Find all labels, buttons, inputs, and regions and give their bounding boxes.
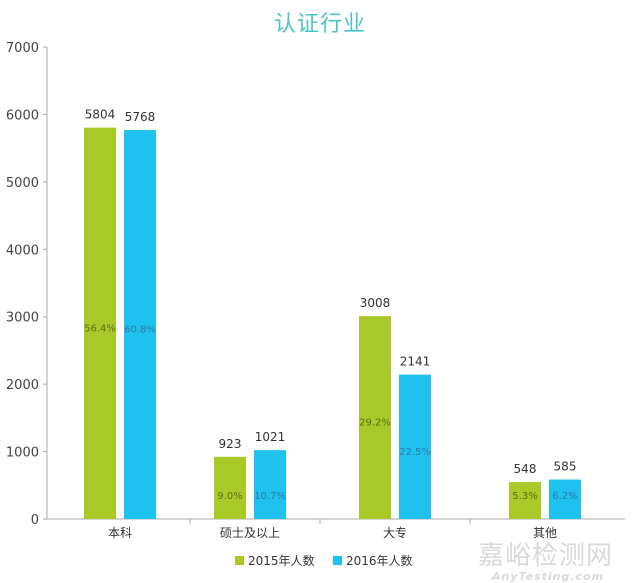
- bar-2015: [359, 316, 391, 519]
- percent-label: 5.3%: [512, 491, 537, 502]
- watermark-logo: 嘉峪检测网: [478, 541, 614, 571]
- y-tick-label: 1000: [6, 446, 39, 461]
- bar-2015: [509, 482, 541, 519]
- x-tick-label: 大专: [383, 525, 407, 540]
- data-label: 3008: [360, 296, 391, 310]
- y-tick-label: 4000: [6, 243, 39, 258]
- bar-2016: [254, 450, 286, 519]
- bar-2016: [124, 130, 156, 519]
- data-label: 2141: [400, 355, 431, 369]
- y-tick-label: 3000: [6, 311, 39, 326]
- data-label: 548: [514, 462, 537, 476]
- data-label: 1021: [255, 430, 286, 444]
- percent-label: 29.2%: [359, 418, 391, 429]
- percent-label: 6.2%: [552, 491, 577, 502]
- percent-label: 9.0%: [217, 491, 242, 502]
- percent-label: 60.8%: [124, 325, 156, 336]
- percent-label: 22.5%: [399, 447, 431, 458]
- x-tick-label: 其他: [533, 526, 557, 540]
- percent-label: 56.4%: [84, 323, 116, 334]
- y-tick-label: 7000: [6, 41, 39, 56]
- x-tick-label: 硕士及以上: [220, 526, 280, 540]
- bar-2016: [549, 479, 581, 519]
- y-tick-label: 2000: [6, 378, 39, 393]
- chart-title: 认证行业: [273, 12, 366, 37]
- percent-label: 10.7%: [254, 491, 286, 502]
- data-label: 5804: [85, 108, 116, 122]
- y-tick-label: 5000: [6, 176, 39, 191]
- data-label: 923: [219, 437, 242, 451]
- legend-swatch: [333, 556, 342, 565]
- legend-label: 2016年人数: [346, 553, 413, 568]
- legend-label: 2015年人数: [248, 553, 315, 568]
- data-label: 5768: [125, 110, 156, 124]
- y-tick-label: 0: [31, 513, 39, 528]
- data-label: 585: [554, 460, 577, 474]
- bar-2016: [399, 374, 431, 519]
- watermark-url: AnyTesting.com: [492, 570, 605, 583]
- y-tick-label: 6000: [6, 108, 39, 123]
- bar-2015: [214, 456, 246, 519]
- legend-swatch: [235, 556, 244, 565]
- bar-2015: [84, 127, 116, 520]
- x-tick-label: 本科: [108, 526, 132, 540]
